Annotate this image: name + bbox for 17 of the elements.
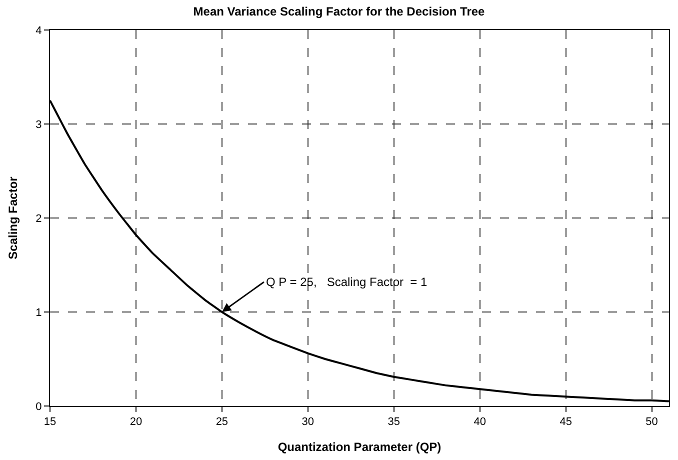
x-tick-label: 35 [388, 416, 400, 428]
x-tick-label: 20 [130, 416, 142, 428]
y-tick-label: 1 [36, 306, 42, 319]
x-tick-label: 40 [474, 416, 486, 428]
x-tick-label: 25 [216, 416, 228, 428]
y-tick-label: 3 [36, 118, 42, 131]
annotation: Q P = 25, Scaling Factor = 1 [266, 275, 428, 289]
x-tick-label: 50 [646, 416, 658, 428]
x-tick-label: 15 [44, 416, 56, 428]
y-tick-label: 4 [36, 24, 42, 37]
y-axis-title: Scaling Factor [6, 176, 20, 260]
x-axis-title: Quantization Parameter (QP) [278, 440, 442, 454]
x-tick-label: 30 [302, 416, 314, 428]
y-tick-label: 2 [36, 212, 42, 225]
y-tick-label: 0 [36, 400, 42, 413]
x-tick-label: 45 [560, 416, 572, 428]
chart-title: Mean Variance Scaling Factor for the Decision Tree [193, 4, 486, 18]
